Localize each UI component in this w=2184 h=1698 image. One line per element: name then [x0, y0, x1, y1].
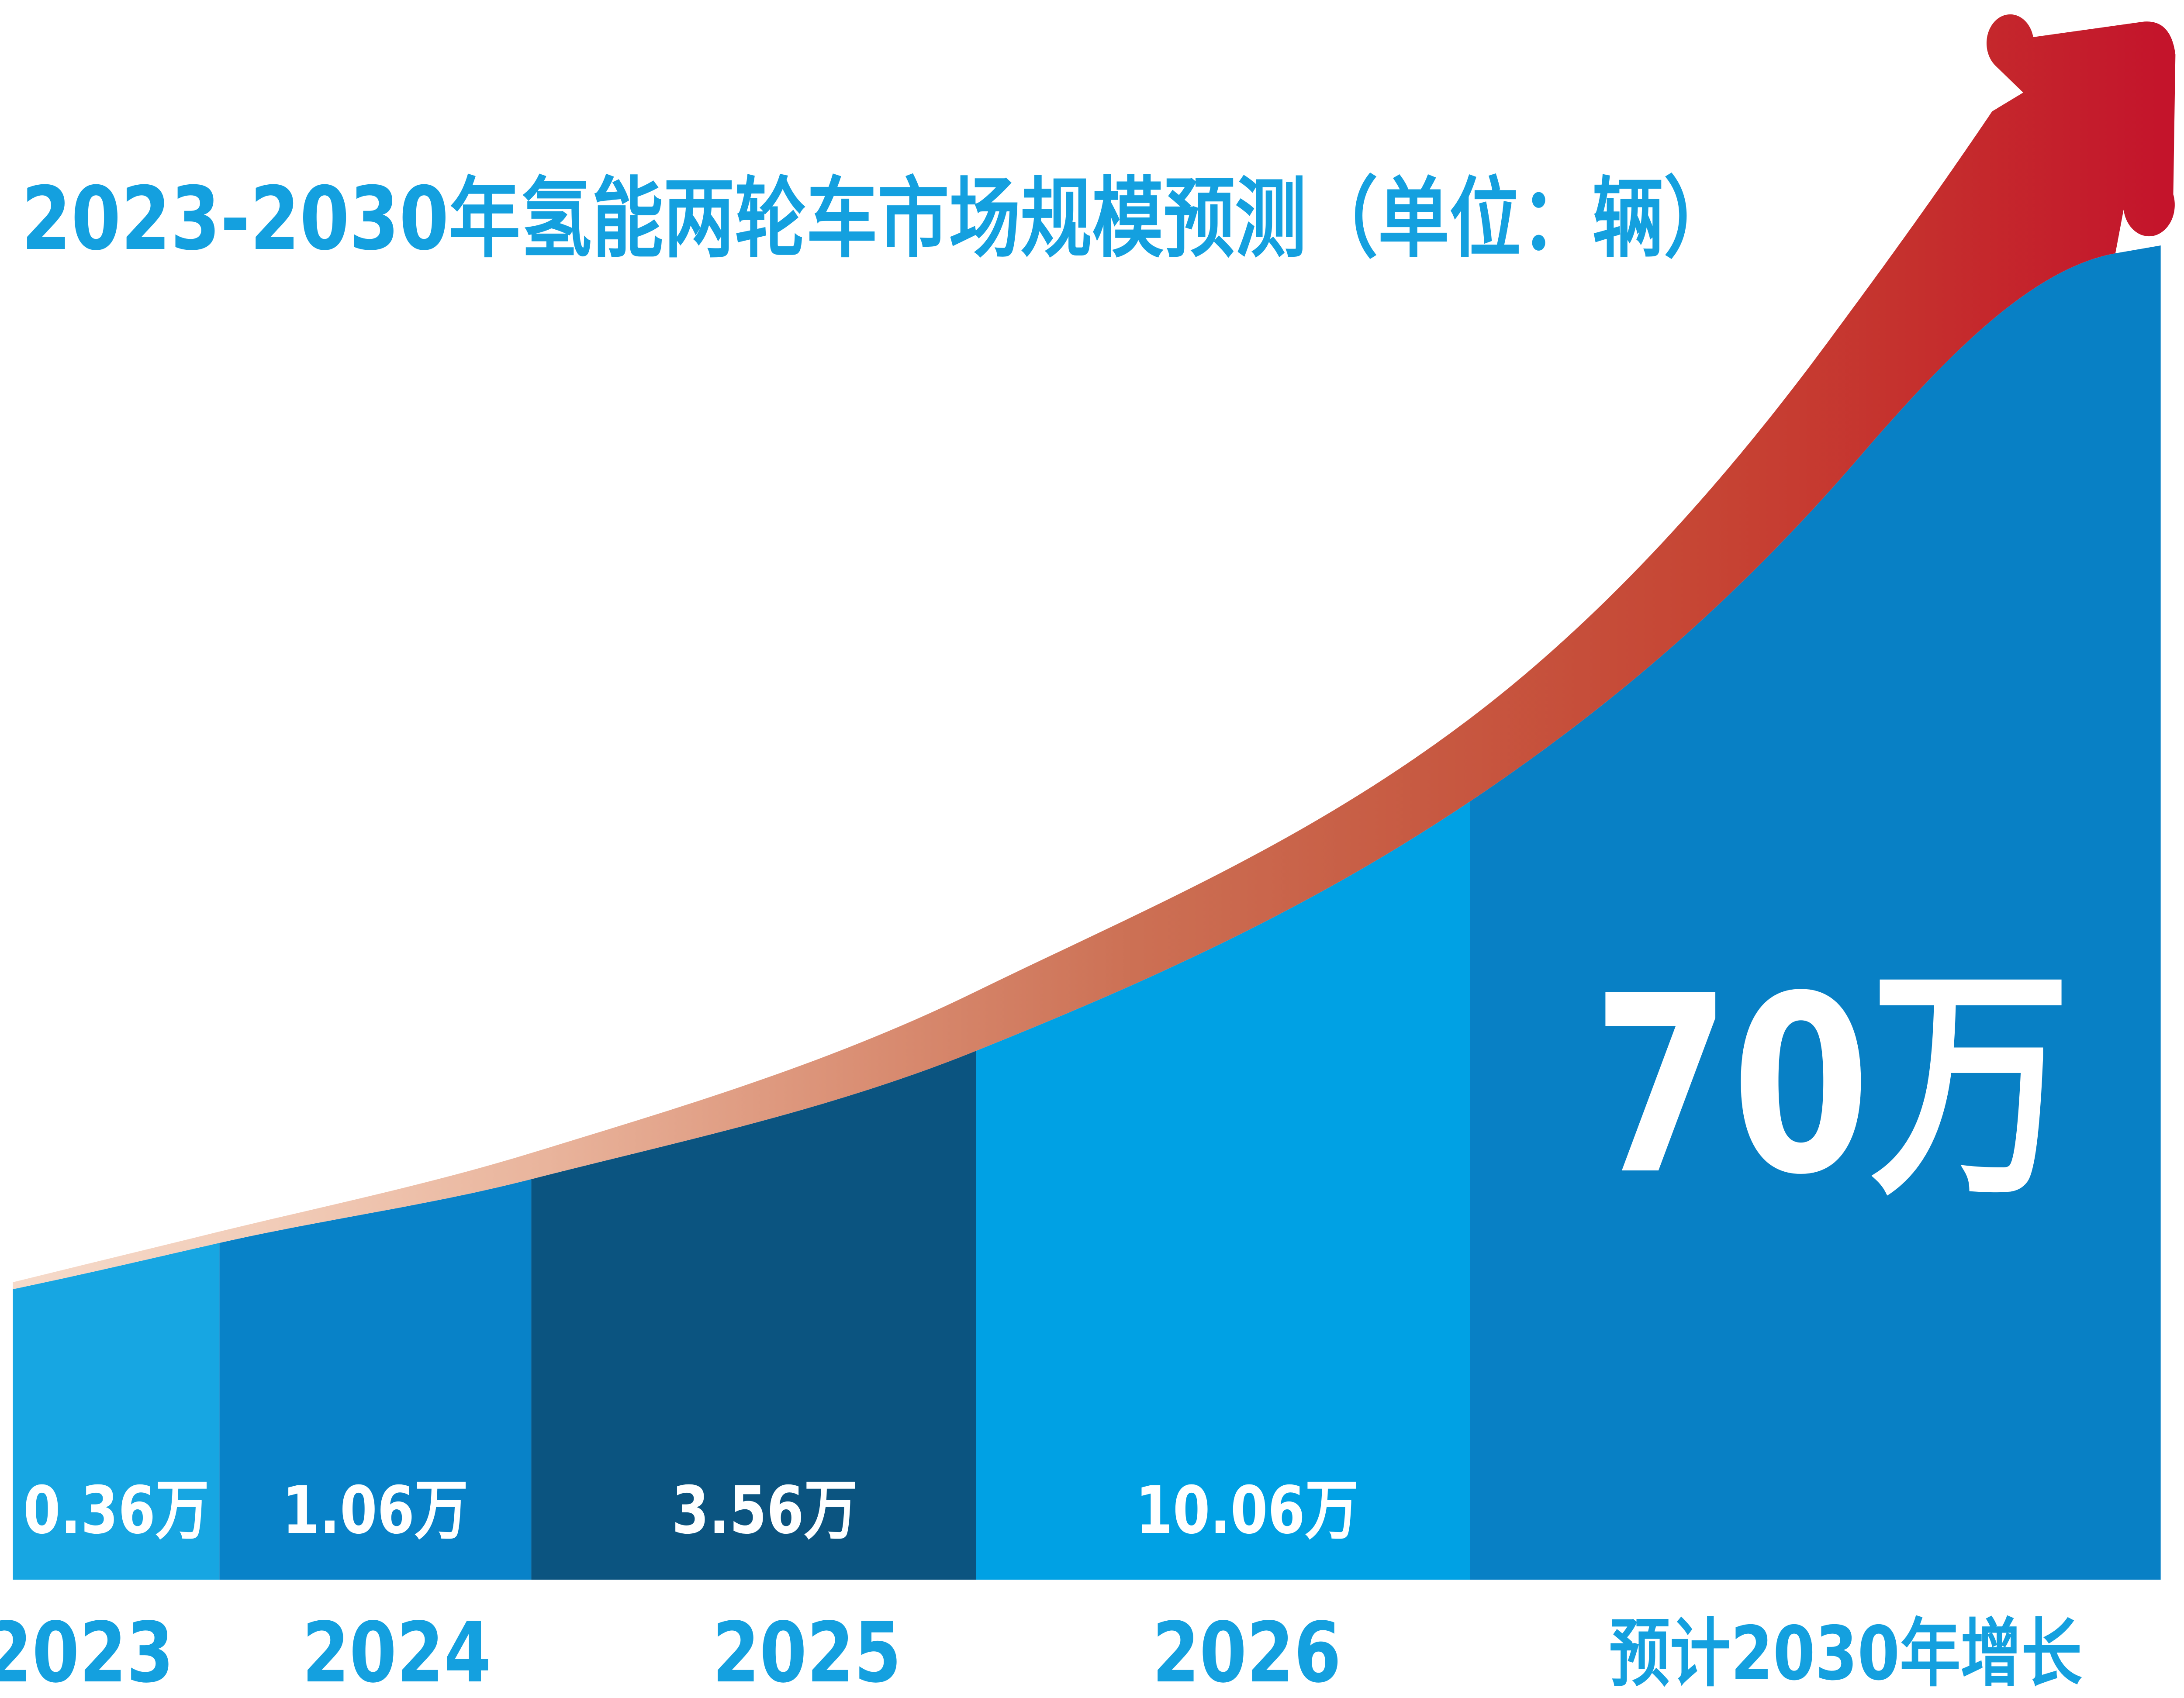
- axis-label-2023: 2023: [0, 1605, 174, 1698]
- chart-title: 2023-2030年氢能两轮车市场规模预测（单位：辆）: [21, 168, 1735, 270]
- axis-label-2026: 2026: [1152, 1605, 1341, 1698]
- axis-label-2025: 2025: [712, 1605, 902, 1698]
- value-label-2025: 3.56万: [672, 1473, 857, 1549]
- value-label-2030: 70万: [1592, 943, 2071, 1228]
- axis-label-2030: 预计2030年增长: [1609, 1610, 2082, 1697]
- axis-label-2024: 2024: [302, 1605, 491, 1698]
- value-label-2026: 10.06万: [1136, 1473, 1359, 1549]
- value-label-2023: 0.36万: [23, 1473, 209, 1549]
- value-label-2024: 1.06万: [282, 1473, 468, 1549]
